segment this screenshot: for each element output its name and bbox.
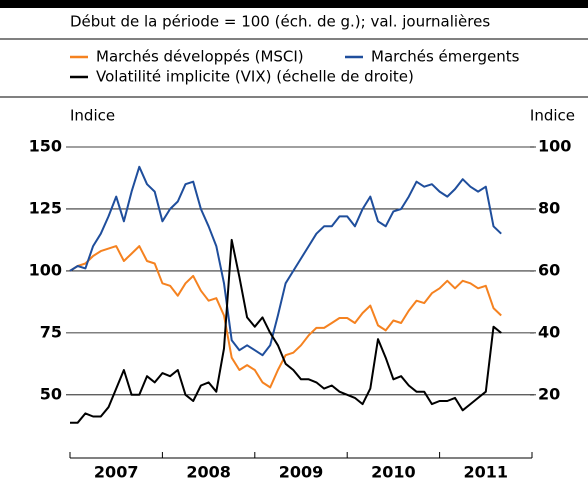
y-tick-label: 100: [29, 260, 62, 279]
top-bar: [0, 0, 588, 8]
x-tick-label: 2011: [464, 463, 509, 482]
x-tick-label: 2008: [186, 463, 231, 482]
legend-label: Marchés émergents: [371, 48, 520, 66]
y2-tick-label: 20: [538, 384, 560, 403]
x-tick-label: 2010: [371, 463, 416, 482]
y-tick-label: 150: [29, 137, 62, 156]
y-tick-label: 50: [40, 384, 62, 403]
legend-label: Marchés développés (MSCI): [96, 48, 304, 66]
y2-tick-label: 60: [538, 260, 560, 279]
x-tick-label: 2007: [94, 463, 139, 482]
chart-subtitle: Début de la période = 100 (éch. de g.); …: [70, 13, 490, 31]
y2-tick-label: 100: [538, 137, 571, 156]
y2-tick-label: 80: [538, 198, 560, 217]
series-line: [69, 245, 502, 389]
y-axis-label: Indice: [70, 107, 115, 125]
series-line: [69, 165, 502, 357]
y-tick-label: 125: [29, 198, 62, 217]
y-tick-label: 75: [40, 322, 62, 341]
y2-tick-label: 40: [538, 322, 560, 341]
series-line: [70, 238, 502, 424]
legend-label: Volatilité implicite (VIX) (échelle de d…: [96, 68, 414, 86]
x-tick-label: 2009: [279, 463, 324, 482]
y2-axis-label: Indice: [530, 107, 575, 125]
